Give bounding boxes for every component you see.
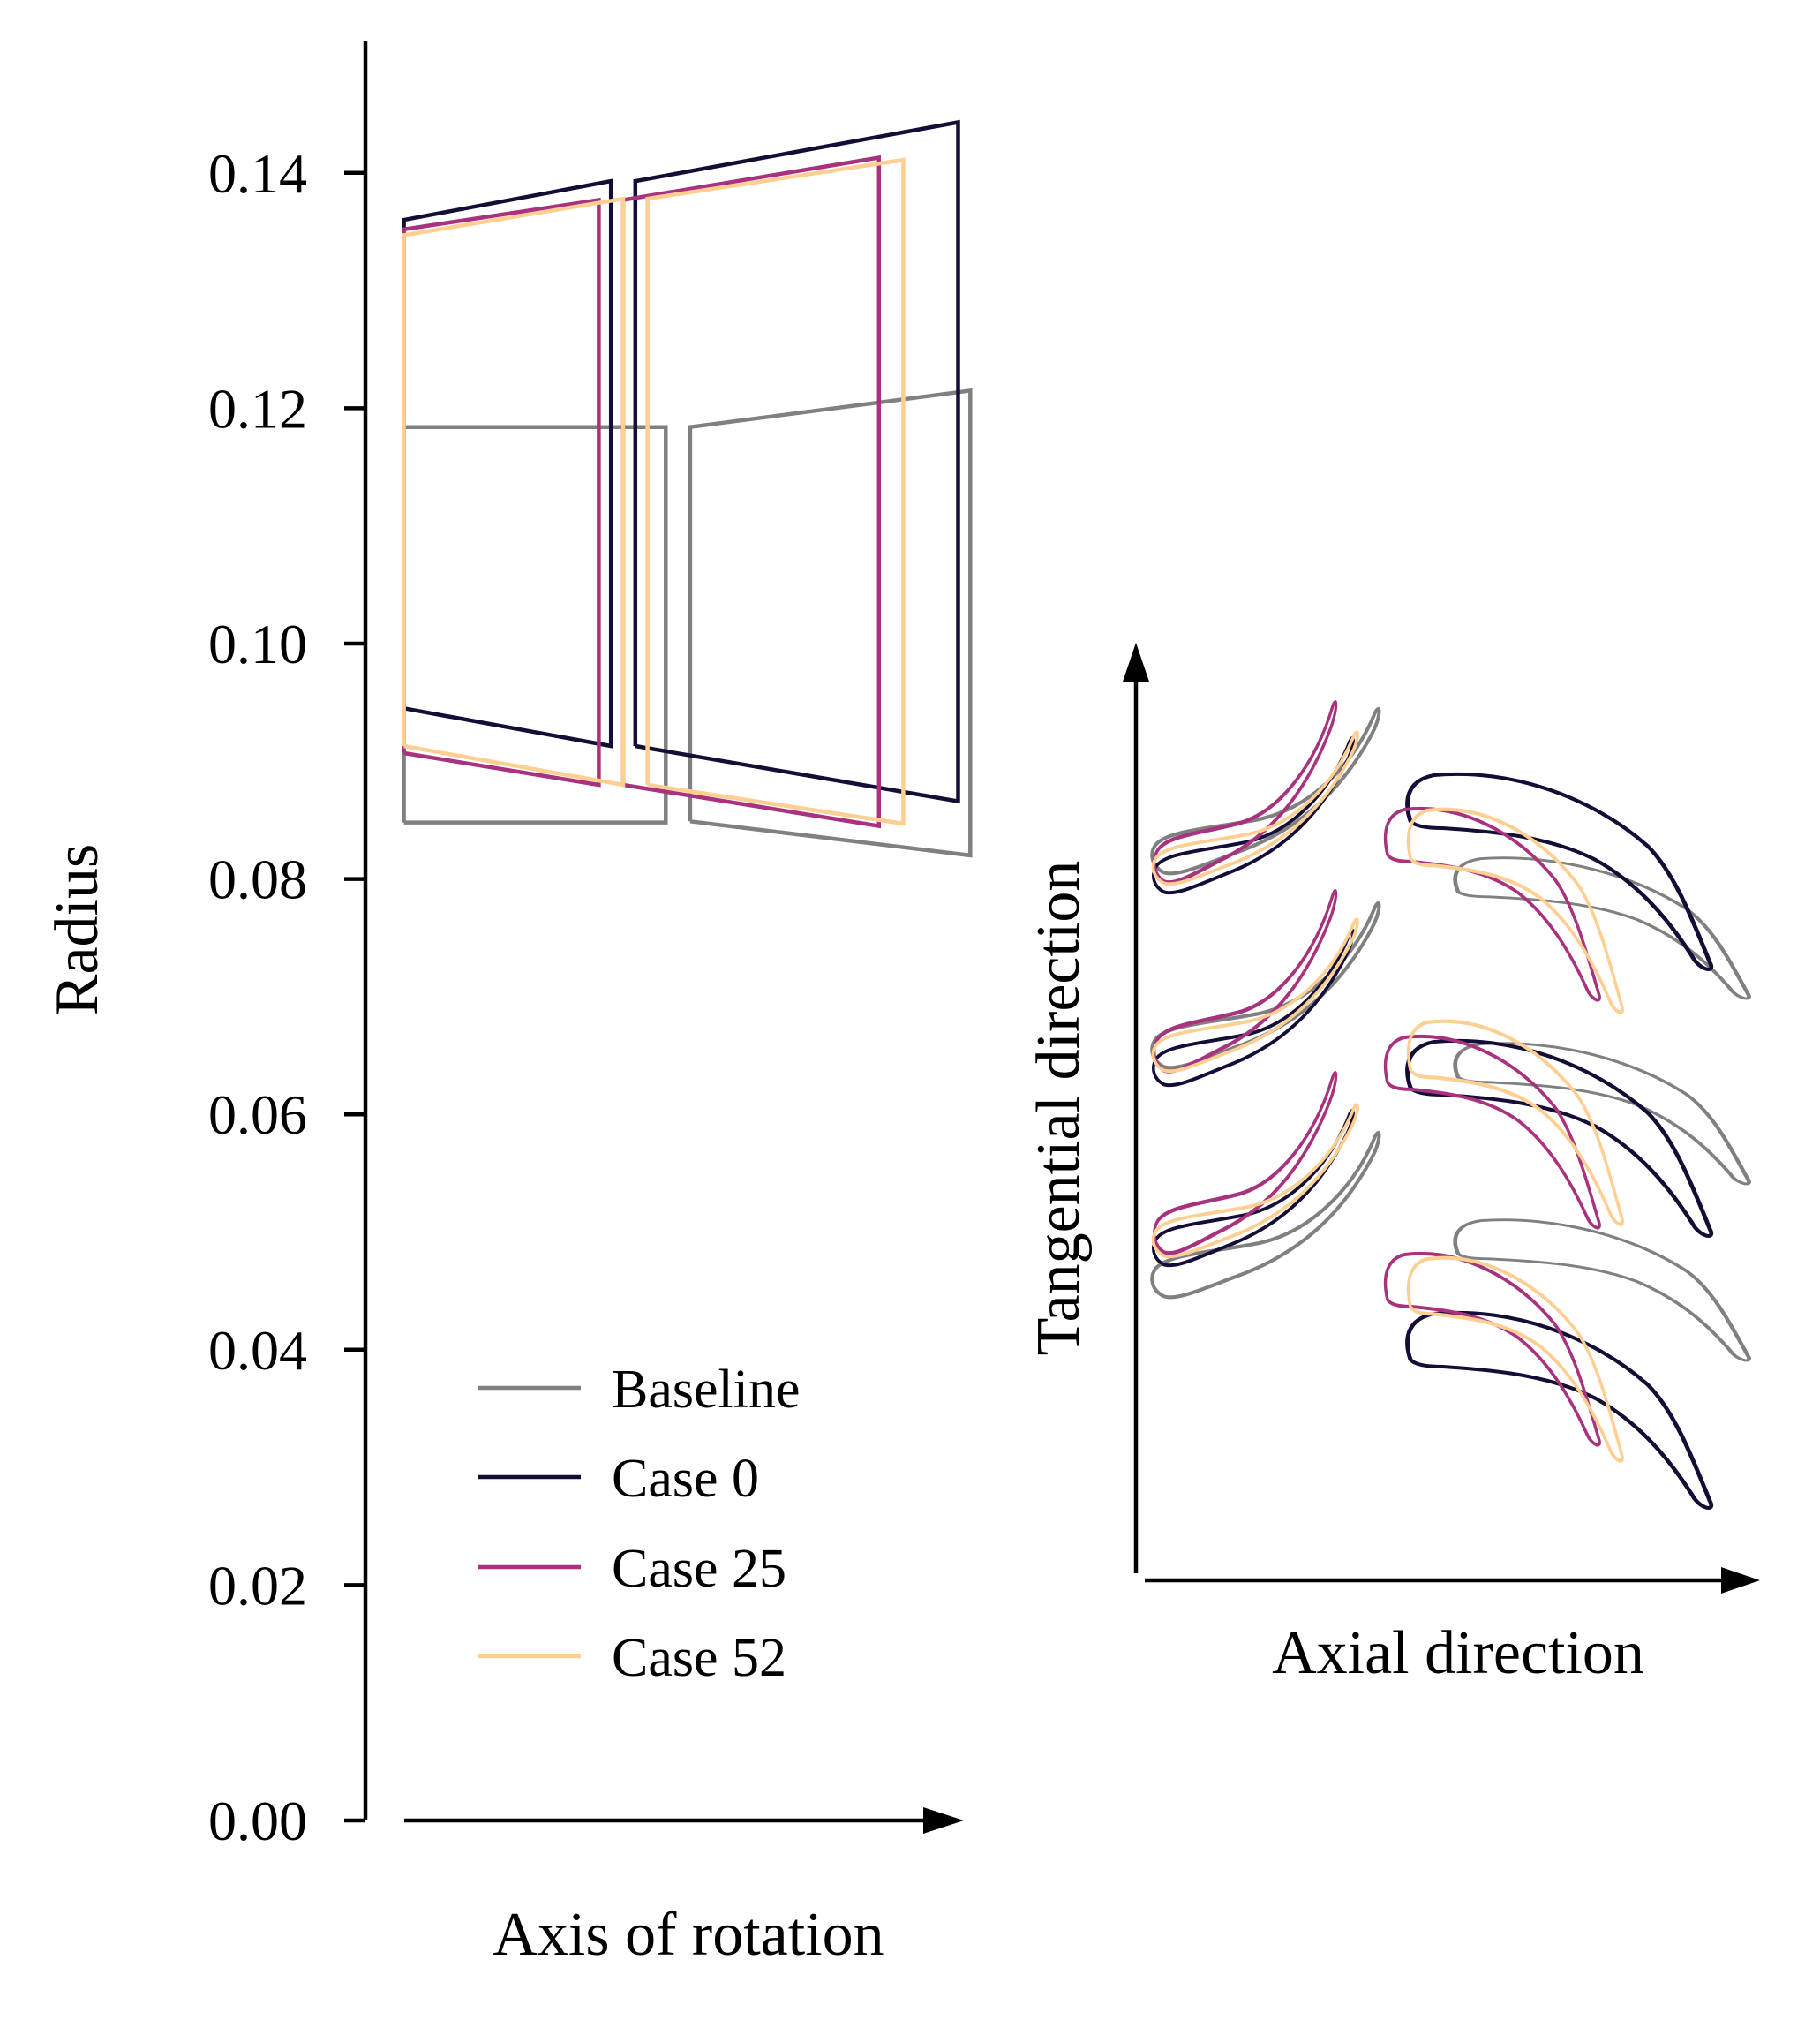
x-axis-label: Axis of rotation <box>493 1901 884 1969</box>
cascade-blades <box>1152 702 1749 1508</box>
legend-label-case-0: Case 0 <box>612 1449 759 1509</box>
rotor-row <box>1383 774 1749 1508</box>
meridional-chart: 0.000.020.040.060.080.100.120.14 Radius … <box>43 41 973 1969</box>
y-axis-ticks: 0.00 0.02 0.04 0.06 0.08 0.10 0.12 0.14 <box>208 142 365 1852</box>
series-case-25-row-2 <box>620 155 882 829</box>
series-case-52-row-2 <box>645 157 906 826</box>
axial-axis-arrowhead <box>1721 1567 1760 1594</box>
legend: Baseline Case 0 Case 25 Case 52 <box>478 1360 801 1688</box>
tangential-axis-arrowhead <box>1123 643 1149 682</box>
cascade-chart: Tangential direction Axial direction <box>1025 643 1760 1687</box>
y-tick-label: 0.00 <box>208 1790 307 1852</box>
legend-label-case-25: Case 25 <box>612 1539 786 1599</box>
series-case-52-row-1 <box>402 196 626 788</box>
stator-row <box>1152 702 1379 1297</box>
cascade-y-axis-label: Tangential direction <box>1025 861 1093 1356</box>
y-tick-label: 0.10 <box>208 613 307 675</box>
series-baseline-row-2 <box>688 388 973 858</box>
y-tick-label: 0.08 <box>208 848 307 911</box>
cascade-x-axis-label: Axial direction <box>1272 1619 1644 1687</box>
y-axis-label: Radius <box>43 844 111 1015</box>
rotor-blade-case-52 <box>1409 810 1623 1461</box>
stator-blade-case-25 <box>1154 702 1336 1253</box>
legend-label-baseline: Baseline <box>612 1360 801 1420</box>
y-tick-label: 0.12 <box>208 377 307 440</box>
rotation-axis-arrowhead <box>923 1807 964 1834</box>
stator-blade-case-52 <box>1151 730 1359 1259</box>
y-tick-label: 0.06 <box>208 1083 307 1146</box>
series-baseline-row-1 <box>402 425 668 825</box>
y-tick-label: 0.02 <box>208 1554 307 1617</box>
y-tick-label: 0.04 <box>208 1319 307 1382</box>
legend-label-case-52: Case 52 <box>612 1628 786 1688</box>
series-case-0-row-1 <box>402 178 613 749</box>
series-case-25-row-1 <box>402 197 601 788</box>
y-tick-label: 0.14 <box>208 142 307 205</box>
rotor-blade-case-25 <box>1383 806 1602 1447</box>
series-case-0-row-2 <box>633 119 960 804</box>
meridional-plot-area <box>402 119 973 858</box>
